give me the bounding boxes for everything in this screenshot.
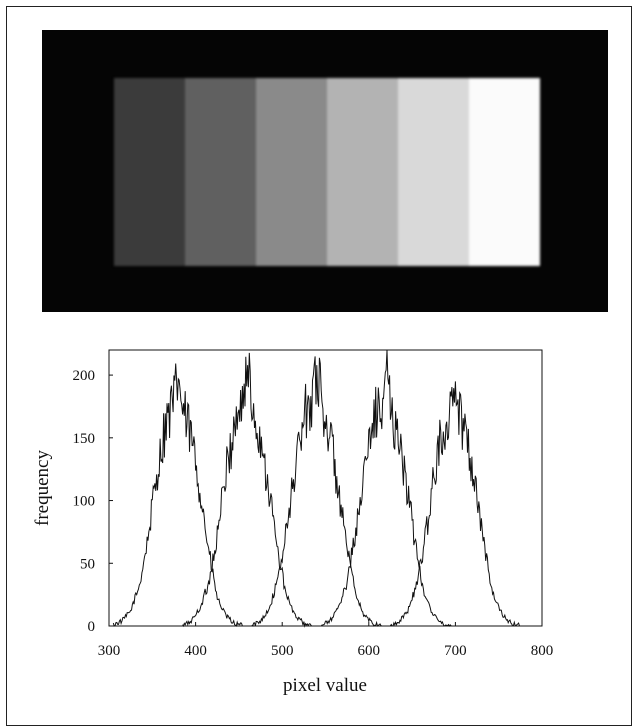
y-tick-label: 0 bbox=[88, 619, 96, 635]
gray-step-6 bbox=[469, 78, 540, 266]
y-axis-label: frequency bbox=[32, 450, 53, 526]
gray-step-4 bbox=[327, 78, 398, 266]
grayscale-strip bbox=[114, 78, 540, 266]
gray-step-1 bbox=[114, 78, 185, 266]
x-tick-label: 400 bbox=[184, 643, 207, 659]
plot-area bbox=[108, 349, 543, 627]
y-tick-label: 150 bbox=[73, 431, 96, 447]
y-tick-label: 50 bbox=[80, 556, 95, 572]
x-tick-label: 700 bbox=[444, 643, 467, 659]
histogram-curve-3 bbox=[251, 356, 383, 627]
x-axis-label: pixel value bbox=[283, 675, 367, 696]
histogram-curve-5 bbox=[390, 381, 521, 627]
y-tick-label: 100 bbox=[73, 494, 96, 510]
x-tick-label: 800 bbox=[531, 643, 554, 659]
x-tick-label: 300 bbox=[98, 643, 121, 659]
grayscale-step-photo bbox=[42, 30, 608, 312]
gray-step-3 bbox=[256, 78, 327, 266]
x-tick-label: 600 bbox=[358, 643, 381, 659]
gray-step-5 bbox=[398, 78, 469, 266]
gray-step-2 bbox=[185, 78, 256, 266]
y-tick-label: 200 bbox=[73, 368, 96, 384]
histogram-curve-2 bbox=[182, 352, 313, 628]
histogram-curve-1 bbox=[112, 363, 244, 627]
x-tick-label: 500 bbox=[271, 643, 294, 659]
histogram-curve-4 bbox=[321, 349, 452, 627]
